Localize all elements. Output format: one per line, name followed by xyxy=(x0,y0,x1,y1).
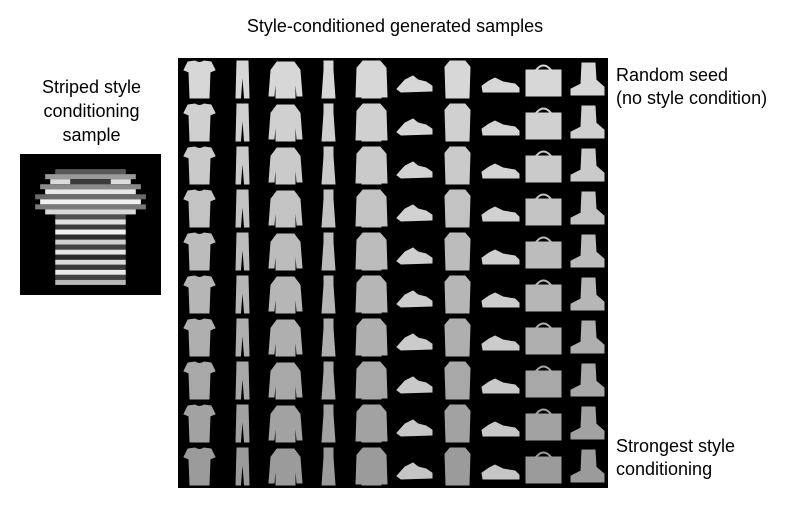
sample-cell-coat xyxy=(355,146,388,185)
sample-cell-shirt xyxy=(444,232,471,271)
sample-cell-bag xyxy=(525,150,562,183)
sample-cell-bag xyxy=(525,107,562,140)
sample-cell-pullover xyxy=(268,147,303,185)
striped-tshirt-thumbnail xyxy=(35,169,146,285)
sample-cell-ankle-boot xyxy=(570,234,605,268)
sample-cell-coat xyxy=(355,275,388,314)
sample-cell-ankle-boot xyxy=(570,191,605,225)
random-seed-label: Random seed (no style condition) xyxy=(616,64,767,110)
sample-cell-pullover xyxy=(268,233,303,271)
sample-cell-tshirt xyxy=(183,189,216,228)
sample-cell-shirt xyxy=(444,103,471,142)
random-seed-label-line-2: (no style condition) xyxy=(616,88,768,108)
sample-cell-ankle-boot xyxy=(570,277,605,311)
sample-cell-coat xyxy=(355,447,388,486)
sample-cell-pullover xyxy=(268,190,303,228)
sample-cell-dress xyxy=(321,60,336,99)
sample-cell-pullover xyxy=(268,61,303,99)
sample-cell-pullover xyxy=(268,104,303,142)
sample-cell-ankle-boot xyxy=(570,363,605,397)
sample-cell-dress xyxy=(321,189,336,228)
sample-cell-dress xyxy=(321,447,336,486)
sample-cell-sneaker xyxy=(481,421,520,437)
sample-cell-sneaker xyxy=(481,464,520,480)
conditioning-label: Striped style conditioning sample xyxy=(14,75,169,147)
sample-cell-tshirt xyxy=(183,318,216,357)
random-seed-label-line-1: Random seed xyxy=(616,65,729,85)
sample-cell-shirt xyxy=(444,146,471,185)
sample-cell-dress xyxy=(321,103,336,142)
sample-cell-coat xyxy=(355,361,388,400)
sample-cell-sneaker xyxy=(481,378,520,394)
sample-cell-pullover xyxy=(268,405,303,443)
sample-cell-sandal xyxy=(396,333,433,351)
sample-cell-shirt xyxy=(444,404,471,443)
sample-cell-dress xyxy=(321,361,336,400)
sample-cell-tshirt xyxy=(183,447,216,486)
sample-cell-shirt xyxy=(444,361,471,400)
sample-cell-sandal xyxy=(396,376,433,394)
sample-cell-pullover xyxy=(268,448,303,486)
sample-cell-sneaker xyxy=(481,206,520,222)
sample-cell-tshirt xyxy=(183,404,216,443)
sample-cell-dress xyxy=(321,232,336,271)
striped-conditioning-sample xyxy=(20,154,161,295)
sample-cell-shirt xyxy=(444,60,471,99)
sample-cell-coat xyxy=(355,318,388,357)
sample-cell-shirt xyxy=(444,189,471,228)
sample-cell-shirt xyxy=(444,275,471,314)
sample-cell-dress xyxy=(321,275,336,314)
sample-cell-coat xyxy=(355,103,388,142)
sample-cell-dress xyxy=(321,146,336,185)
sample-cell-coat xyxy=(355,60,388,99)
sample-cell-coat xyxy=(355,189,388,228)
sample-cell-sandal xyxy=(396,462,433,480)
conditioning-label-line-2: conditioning xyxy=(43,101,140,121)
grid-cells xyxy=(183,60,605,486)
sample-cell-dress xyxy=(321,404,336,443)
sample-cell-pullover xyxy=(268,362,303,400)
sample-cell-sneaker xyxy=(481,249,520,265)
sample-cell-dress xyxy=(321,318,336,357)
conditioning-label-line-1: Striped style xyxy=(41,77,142,97)
sample-cell-tshirt xyxy=(183,232,216,271)
strongest-style-label-line-1: Strongest style xyxy=(616,436,736,456)
sample-cell-coat xyxy=(355,404,388,443)
sample-cell-shirt xyxy=(444,318,471,357)
sample-cell-coat xyxy=(355,232,388,271)
sample-cell-tshirt xyxy=(183,361,216,400)
sample-cell-sandal xyxy=(396,290,433,308)
sample-cell-sandal xyxy=(396,247,433,265)
figure-title: Style-conditioned generated samples xyxy=(246,16,544,36)
sample-cell-sandal xyxy=(396,204,433,222)
sample-cell-tshirt xyxy=(183,275,216,314)
sample-cell-sneaker xyxy=(481,335,520,351)
sample-cell-ankle-boot xyxy=(570,449,605,483)
sample-cell-sandal xyxy=(396,419,433,437)
sample-cell-pullover xyxy=(268,319,303,357)
strongest-style-label-line-2: conditioning xyxy=(616,459,713,479)
sample-cell-ankle-boot xyxy=(570,406,605,440)
strongest-style-label: Strongest style conditioning xyxy=(616,435,735,481)
sample-cell-sneaker xyxy=(481,292,520,308)
generated-samples-grid xyxy=(178,58,608,488)
sample-cell-pullover xyxy=(268,276,303,314)
sample-cell-bag xyxy=(525,64,562,97)
conditioning-label-line-3: sample xyxy=(62,125,121,145)
sample-cell-ankle-boot xyxy=(570,320,605,354)
sample-cell-shirt xyxy=(444,447,471,486)
